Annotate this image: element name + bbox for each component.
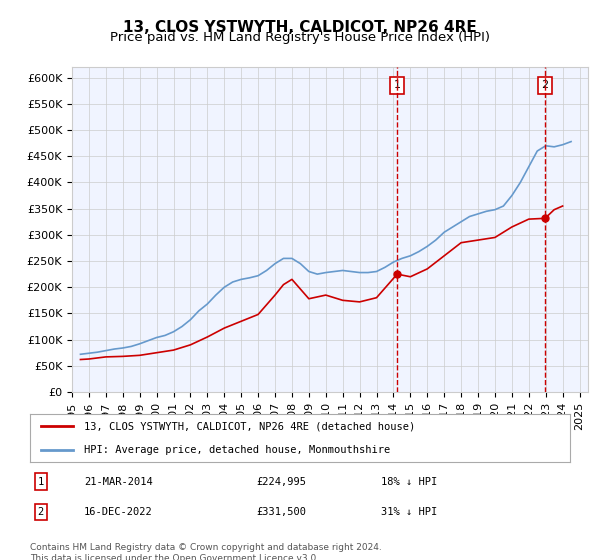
Text: 16-DEC-2022: 16-DEC-2022 [84,507,153,517]
Text: 2: 2 [541,80,548,90]
Text: 18% ↓ HPI: 18% ↓ HPI [381,477,437,487]
Text: 1: 1 [38,477,44,487]
Text: Contains HM Land Registry data © Crown copyright and database right 2024.
This d: Contains HM Land Registry data © Crown c… [30,543,382,560]
Text: 1: 1 [394,80,401,90]
Text: £224,995: £224,995 [257,477,307,487]
Text: £331,500: £331,500 [257,507,307,517]
Text: 2: 2 [38,507,44,517]
Text: 21-MAR-2014: 21-MAR-2014 [84,477,153,487]
Text: 13, CLOS YSTWYTH, CALDICOT, NP26 4RE: 13, CLOS YSTWYTH, CALDICOT, NP26 4RE [123,20,477,35]
Text: 31% ↓ HPI: 31% ↓ HPI [381,507,437,517]
Text: HPI: Average price, detached house, Monmouthshire: HPI: Average price, detached house, Monm… [84,445,390,455]
Text: 13, CLOS YSTWYTH, CALDICOT, NP26 4RE (detached house): 13, CLOS YSTWYTH, CALDICOT, NP26 4RE (de… [84,421,415,431]
Text: Price paid vs. HM Land Registry's House Price Index (HPI): Price paid vs. HM Land Registry's House … [110,31,490,44]
